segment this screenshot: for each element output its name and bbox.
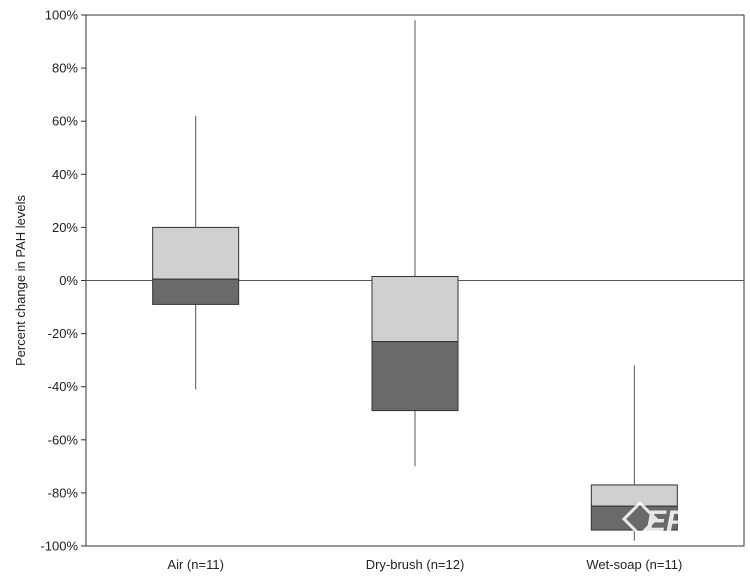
x-category-label: Wet-soap (n=11) — [586, 557, 682, 572]
y-tick-label: -40% — [48, 379, 79, 394]
y-tick-label: 40% — [52, 167, 78, 182]
box-upper-quartile — [371, 276, 459, 343]
y-axis-title: Percent change in PAH levels — [13, 194, 28, 366]
y-tick-label: -100% — [40, 539, 78, 554]
diamond-logo-icon — [621, 500, 659, 538]
y-tick-label: 80% — [52, 61, 78, 76]
y-tick-label: -80% — [48, 485, 79, 500]
box-upper-quartile — [152, 226, 240, 280]
x-category-label: Dry-brush (n=12) — [366, 557, 465, 572]
y-tick-label: -60% — [48, 432, 79, 447]
box-lower-quartile — [152, 278, 240, 305]
x-axis-labels: Air (n=11) Dry-brush (n=12) Wet-soap (n=11… — [167, 557, 682, 572]
y-tick-label: 20% — [52, 220, 78, 235]
watermark: EPN — [621, 500, 709, 538]
box-upper-quartile — [590, 484, 678, 507]
y-tick-label: 60% — [52, 114, 78, 129]
box-lower-quartile — [371, 341, 459, 412]
y-axis-ticks: -100% -80% -60% -40% -20% 0% 20% 40% 60% 80% 100% — [40, 8, 86, 554]
box-series — [152, 20, 678, 541]
watermark-text: EPN — [646, 505, 709, 538]
y-tick-label: -20% — [48, 326, 79, 341]
y-tick-label: 100% — [45, 8, 79, 23]
x-category-label: Air (n=11) — [167, 557, 223, 572]
y-tick-label: 0% — [59, 273, 78, 288]
